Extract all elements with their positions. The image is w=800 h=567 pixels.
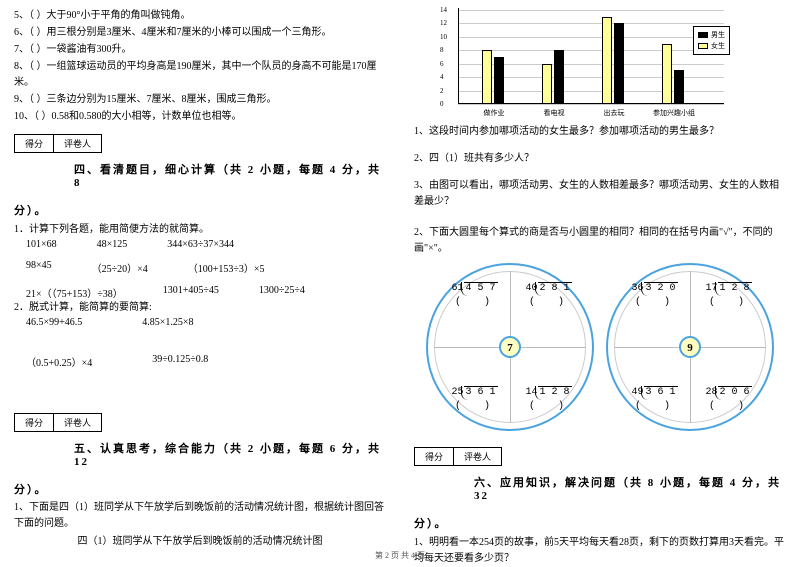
chart-q: 1、这段时间内参加哪项活动的女生最多？参加哪项活动的男生最多？ (414, 124, 786, 140)
q5-1: 1、下面是四（1）班同学从下午放学后到晚饭前的活动情况统计图，根据统计图回答下面… (14, 500, 386, 532)
expr: （100+153÷3）×5 (188, 260, 265, 275)
q4-2: 2．脱式计算，能简算的要简算: (14, 300, 386, 316)
division-problem: 171 2 8( ) (692, 283, 762, 309)
bar-male (554, 50, 564, 104)
q5-1-sub: 四（1）班同学从下午放学后到晚饭前的活动情况统计图 (14, 534, 386, 550)
calc-row: （0.5+0.25）×4 39÷0.125÷0.8 (26, 354, 386, 369)
section-4-title: 四、看清题目，细心计算（共 2 小题，每题 4 分，共 8 (74, 161, 386, 189)
x-label: 做作业 (484, 108, 505, 118)
expr: 98×45 (26, 260, 52, 275)
calc-row: 98×45 （25÷20）×4 （100+153÷3）×5 (26, 260, 386, 275)
score-box: 得分 评卷人 (14, 134, 102, 153)
grader-label: 评卷人 (54, 414, 101, 431)
y-tick: 4 (440, 73, 444, 81)
x-label: 出去玩 (604, 108, 625, 118)
section-6-title: 六、应用知识，解决问题（共 8 小题，每题 4 分，共 32 (474, 474, 786, 502)
bar-male (674, 70, 684, 104)
q2: 2、下面大圆里每个算式的商是否与小圆里的相同？相同的在括号内画"√"，不同的画"… (414, 225, 786, 257)
expr: 48×125 (97, 239, 128, 250)
calc-row: 46.5×99+46.5 4.85×1.25×8 (26, 317, 386, 328)
division-problem: 363 2 0( ) (618, 283, 688, 309)
tf-item: 8、（ ）一组篮球运动员的平均身高是190厘米，其中一个队员的身高不可能是170… (14, 59, 386, 91)
expr: （0.5+0.25）×4 (26, 354, 92, 369)
division-problem: 493 6 1( ) (618, 387, 688, 413)
y-tick: 10 (440, 33, 447, 41)
calc-row: 101×68 48×125 344×63÷37×344 (26, 239, 386, 250)
expr: （25÷20）×4 (92, 260, 148, 275)
y-tick: 0 (440, 100, 444, 108)
score-label: 得分 (415, 448, 454, 465)
x-label: 看电视 (544, 108, 565, 118)
expr: 1301+405÷45 (163, 285, 219, 300)
x-label: 参加兴趣小组 (653, 108, 695, 118)
score-label: 得分 (15, 414, 54, 431)
chart-legend: 男生女生 (693, 26, 730, 55)
bar-female (482, 50, 492, 104)
bar-male (614, 23, 624, 104)
expr: 1300÷25÷4 (259, 285, 305, 300)
y-tick: 14 (440, 6, 447, 14)
division-problem: 141 2 8( ) (512, 387, 582, 413)
section-5-title: 五、认真思考，综合能力（共 2 小题，每题 6 分，共 12 (74, 440, 386, 468)
division-problem: 614 5 7( ) (438, 283, 508, 309)
bar-male (494, 57, 504, 104)
expr: 39÷0.125÷0.8 (152, 354, 208, 369)
y-tick: 6 (440, 60, 444, 68)
circles-wrap: 7 614 5 7( )402 8 1( ) 253 6 1( )141 2 8( … (426, 263, 786, 431)
tf-item: 5、（ ）大于90°小于平角的角叫做钝角。 (14, 8, 386, 24)
score-box: 得分 评卷人 (14, 413, 102, 432)
division-problem: 402 8 1( ) (512, 283, 582, 309)
fen: 分）。 (14, 482, 386, 500)
tf-item: 9、（ ）三条边分别为15厘米、7厘米、8厘米，围成三角形。 (14, 92, 386, 108)
left-column: 5、（ ）大于90°小于平角的角叫做钝角。 6、（ ）用三根分别是3厘米、4厘米… (0, 0, 400, 540)
bar-female (662, 44, 672, 104)
chart-q: 3、由图可以看出，哪项活动男、女生的人数相差最多？哪项活动男、女生的人数相差最少… (414, 178, 786, 210)
tf-item: 6、（ ）用三根分别是3厘米、4厘米和7厘米的小棒可以围成一个三角形。 (14, 25, 386, 41)
fen: 分）。 (14, 203, 386, 221)
score-box: 得分 评卷人 (414, 447, 502, 466)
division-problem: 282 0 6( ) (692, 387, 762, 413)
y-tick: 8 (440, 46, 444, 54)
tf-item: 10、（ ）0.58和0.580的大小相等，计数单位也相等。 (14, 109, 386, 125)
right-column: 0 2 4 6 8 10 12 14 做作业 看电视 出去玩 参加兴趣小组 男生女生 1、这段时间内参加… (400, 0, 800, 540)
bar-female (542, 64, 552, 104)
center-number: 7 (499, 336, 521, 358)
bar-female (602, 17, 612, 104)
expr: 344×63÷37×344 (167, 239, 234, 250)
grader-label: 评卷人 (54, 135, 101, 152)
expr: 101×68 (26, 239, 57, 250)
division-circle: 7 614 5 7( )402 8 1( ) 253 6 1( )141 2 8( … (426, 263, 594, 431)
grader-label: 评卷人 (454, 448, 501, 465)
q4-1: 1．计算下列各题，能用简便方法的就简算。 (14, 222, 386, 238)
expr: 4.85×1.25×8 (142, 317, 193, 328)
tf-item: 7、（ ）一袋酱油有300升。 (14, 42, 386, 58)
y-tick: 12 (440, 19, 447, 27)
center-number: 9 (679, 336, 701, 358)
y-tick: 2 (440, 87, 444, 95)
score-label: 得分 (15, 135, 54, 152)
expr: 21×（（75+153）÷38） (26, 285, 123, 300)
calc-row: 21×（（75+153）÷38） 1301+405÷45 1300÷25÷4 (26, 285, 386, 300)
chart-q: 2、四（1）班共有多少人？ (414, 151, 786, 167)
bar-chart: 0 2 4 6 8 10 12 14 做作业 看电视 出去玩 参加兴趣小组 男生女生 (434, 8, 734, 118)
expr: 46.5×99+46.5 (26, 317, 82, 328)
page-footer: 第 2 页 共 4 页 (0, 550, 800, 561)
division-problem: 253 6 1( ) (438, 387, 508, 413)
fen: 分）。 (414, 516, 786, 534)
division-circle: 9 363 2 0( )171 2 8( ) 493 6 1( )282 0 6( … (606, 263, 774, 431)
